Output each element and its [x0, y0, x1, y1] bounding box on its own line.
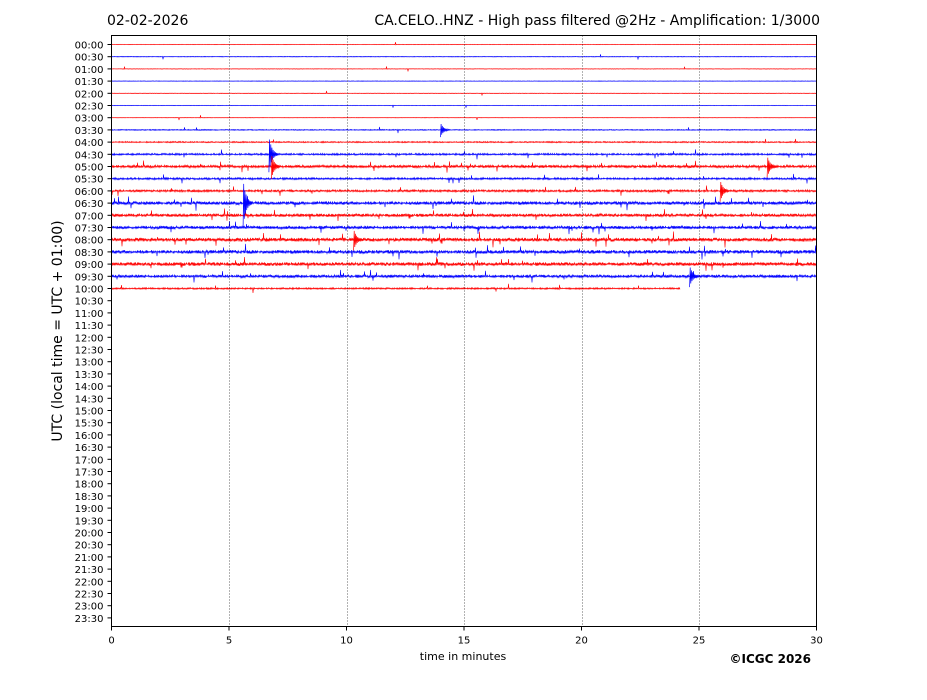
- y-tick-label-03:30: 03:30: [75, 126, 104, 137]
- y-tick-label-00:00: 00:00: [75, 41, 104, 52]
- y-tick-label-21:00: 21:00: [75, 553, 104, 564]
- y-tick-label-03:00: 03:00: [75, 114, 104, 125]
- x-tick-label-10: 10: [340, 636, 353, 647]
- y-tick-label-23:30: 23:30: [75, 614, 104, 625]
- traces-layer: [111, 42, 817, 294]
- trace-08:30: [111, 243, 817, 260]
- chart-title: CA.CELO..HNZ - High pass filtered @2Hz -…: [374, 13, 820, 29]
- y-tick-label-04:30: 04:30: [75, 150, 104, 161]
- y-tick-label-10:30: 10:30: [75, 297, 104, 308]
- event-5: [353, 230, 363, 251]
- y-tick-label-08:00: 08:00: [75, 236, 104, 247]
- x-tick-label-15: 15: [458, 636, 471, 647]
- event-7: [440, 123, 450, 138]
- trace-10:00: [111, 283, 681, 294]
- x-axis-label: time in minutes: [420, 650, 507, 663]
- y-tick-label-16:00: 16:00: [75, 431, 104, 442]
- y-tick-label-11:00: 11:00: [75, 309, 104, 320]
- y-tick-label-13:30: 13:30: [75, 370, 104, 381]
- y-tick-label-08:30: 08:30: [75, 248, 104, 259]
- y-tick-label-22:00: 22:00: [75, 577, 104, 588]
- trace-01:00: [111, 66, 817, 72]
- y-tick-label-06:30: 06:30: [75, 199, 104, 210]
- y-tick-label-00:30: 00:30: [75, 53, 104, 64]
- event-2: [766, 157, 777, 178]
- y-tick-label-18:00: 18:00: [75, 480, 104, 491]
- y-tick-label-10:00: 10:00: [75, 285, 104, 296]
- trace-02:00: [111, 90, 817, 96]
- y-tick-label-12:00: 12:00: [75, 333, 104, 344]
- y-tick-label-18:30: 18:30: [75, 492, 104, 503]
- y-tick-label-02:00: 02:00: [75, 89, 104, 100]
- copyright-label: ©ICGC 2026: [729, 652, 811, 666]
- y-axis-label: UTC (local time = UTC + 01:00): [50, 220, 66, 441]
- y-tick-label-02:30: 02:30: [75, 102, 104, 113]
- y-tick-label-16:30: 16:30: [75, 443, 104, 454]
- trace-07:00: [111, 208, 817, 222]
- y-tick-label-21:30: 21:30: [75, 565, 104, 576]
- y-tick-label-05:00: 05:00: [75, 163, 104, 174]
- event-6: [689, 267, 699, 288]
- trace-00:00: [111, 42, 817, 46]
- trace-07:30: [111, 221, 817, 235]
- y-tick-label-12:30: 12:30: [75, 346, 104, 357]
- y-tick-label-01:00: 01:00: [75, 65, 104, 76]
- trace-01:30: [111, 80, 817, 82]
- event-1: [270, 156, 281, 180]
- y-tick-label-20:00: 20:00: [75, 529, 104, 540]
- y-tick-label-15:00: 15:00: [75, 407, 104, 418]
- x-tick-label-30: 30: [810, 636, 823, 647]
- trace-00:30: [111, 54, 817, 60]
- y-tick-label-04:00: 04:00: [75, 138, 104, 149]
- grid-layer: [229, 35, 700, 627]
- y-tick-label-14:00: 14:00: [75, 382, 104, 393]
- y-tick-label-15:30: 15:30: [75, 419, 104, 430]
- x-tick-label-20: 20: [575, 636, 588, 647]
- y-tick-label-22:30: 22:30: [75, 590, 104, 601]
- y-tick-label-19:30: 19:30: [75, 516, 104, 527]
- x-tick-label-5: 5: [226, 636, 232, 647]
- event-3: [242, 183, 253, 227]
- trace-05:30: [111, 173, 817, 184]
- y-tick-label-09:30: 09:30: [75, 272, 104, 283]
- y-tick-label-20:30: 20:30: [75, 541, 104, 552]
- trace-06:00: [111, 185, 817, 196]
- y-tick-label-07:30: 07:30: [75, 224, 104, 235]
- y-tick-label-11:30: 11:30: [75, 321, 104, 332]
- y-tick-label-17:30: 17:30: [75, 468, 104, 479]
- x-tick-label-0: 0: [108, 636, 114, 647]
- event-4: [719, 182, 730, 202]
- trace-03:30: [111, 126, 817, 134]
- trace-02:30: [111, 104, 817, 108]
- y-tick-label-07:00: 07:00: [75, 211, 104, 222]
- event-0: [268, 139, 279, 173]
- trace-03:00: [111, 115, 817, 121]
- y-tick-label-09:00: 09:00: [75, 260, 104, 271]
- y-tick-label-13:00: 13:00: [75, 358, 104, 369]
- y-tick-label-14:30: 14:30: [75, 394, 104, 405]
- trace-06:30: [111, 195, 817, 211]
- trace-09:30: [111, 269, 817, 283]
- y-tick-label-05:30: 05:30: [75, 175, 104, 186]
- y-tick-label-19:00: 19:00: [75, 504, 104, 515]
- y-tick-label-01:30: 01:30: [75, 77, 104, 88]
- trace-08:00: [111, 231, 817, 248]
- trace-04:00: [111, 138, 817, 144]
- trace-09:00: [111, 257, 817, 271]
- chart-date: 02-02-2026: [107, 13, 188, 29]
- y-tick-label-23:00: 23:00: [75, 602, 104, 613]
- x-tick-label-25: 25: [693, 636, 706, 647]
- y-tick-label-06:00: 06:00: [75, 187, 104, 198]
- y-tick-label-17:00: 17:00: [75, 455, 104, 466]
- trace-05:00: [111, 160, 817, 173]
- trace-04:30: [111, 149, 817, 160]
